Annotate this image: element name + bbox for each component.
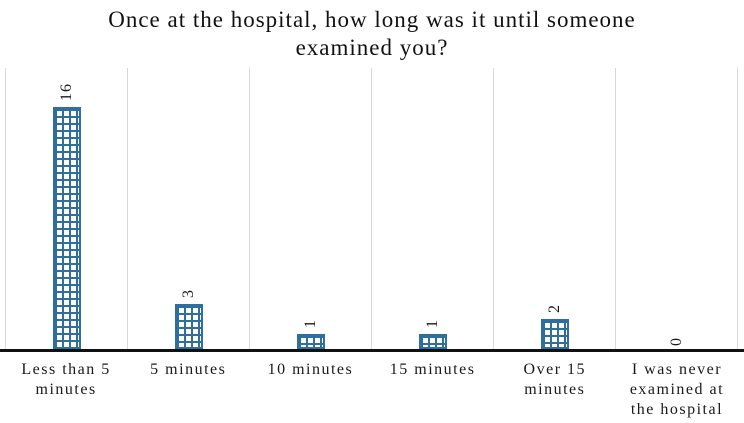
plot-column-5: 0 xyxy=(615,68,738,349)
x-axis-label: Less than 5 minutes xyxy=(21,361,111,398)
plot-area: 16 3 1 1 2 0 xyxy=(0,68,744,352)
plot-column-1: 3 xyxy=(127,68,249,349)
plot-column-3: 1 xyxy=(371,68,493,349)
bar-value-label: 16 xyxy=(57,83,75,102)
plot-column-4: 2 xyxy=(493,68,615,349)
bar-value-label: 2 xyxy=(545,303,563,313)
bar xyxy=(174,303,203,349)
bar xyxy=(52,107,81,349)
bar xyxy=(540,318,569,349)
x-axis-labels: Less than 5 minutes 5 minutes 10 minutes 15… xyxy=(0,355,744,420)
bar-value-label: 3 xyxy=(179,288,197,298)
bar xyxy=(296,333,325,349)
plot-column-0: 16 xyxy=(5,68,127,349)
x-axis-label: 15 minutes xyxy=(389,361,476,378)
x-axis-label: I was never examined at the hospital xyxy=(629,361,725,418)
x-axis-label: 10 minutes xyxy=(267,361,354,378)
bar xyxy=(418,333,447,349)
x-axis-label: Over 15 minutes xyxy=(523,361,587,398)
chart-title: Once at the hospital, how long was it un… xyxy=(108,7,636,61)
plot-column-2: 1 xyxy=(249,68,371,349)
x-axis-label: 5 minutes xyxy=(150,361,227,378)
bar-value-label: 1 xyxy=(423,318,441,328)
bar-value-label: 0 xyxy=(667,337,685,346)
bar-value-label: 1 xyxy=(301,318,319,328)
